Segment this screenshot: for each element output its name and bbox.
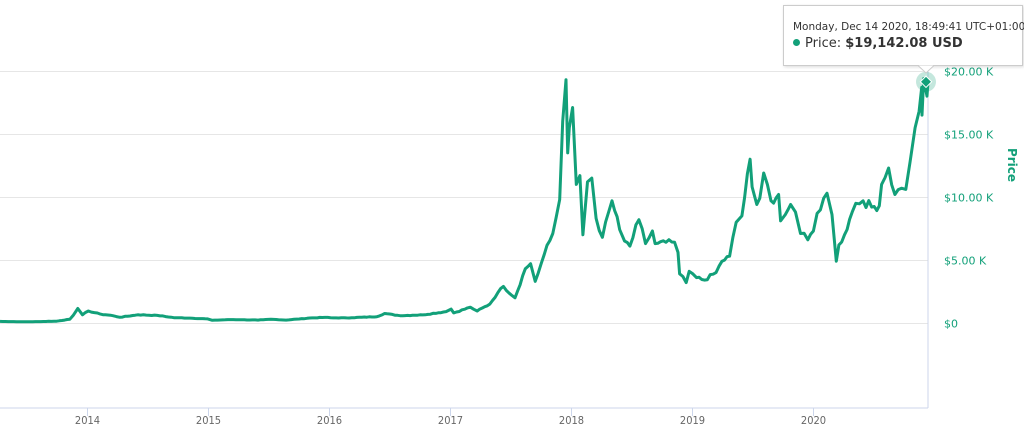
tooltip-series-label: Price:: [805, 36, 842, 51]
y-tick-label: $20.00 K: [944, 66, 994, 79]
x-tick-label: 2018: [559, 414, 584, 427]
tooltip-value: $19,142.08 USD: [845, 36, 963, 51]
y-axis-title: Price: [1005, 148, 1019, 182]
x-tick-label: 2019: [680, 414, 705, 427]
x-tick-label: 2020: [801, 414, 826, 427]
series-dot-icon: [793, 39, 800, 46]
grid-lines: [0, 71, 928, 324]
hover-marker[interactable]: [916, 71, 936, 92]
y-tick-label: $0: [944, 318, 958, 331]
x-tick-label: 2014: [75, 414, 100, 427]
x-tick-label: 2017: [438, 414, 463, 427]
y-axis-ticks: $0 $5.00 K $10.00 K $15.00 K $20.00 K: [944, 66, 994, 331]
x-tick-label: 2015: [196, 414, 221, 427]
price-line: [0, 77, 930, 324]
x-axis-ticks: 2014 2015 2016 2017 2018 2019 2020: [75, 408, 826, 427]
y-tick-label: $10.00 K: [944, 192, 994, 205]
y-tick-label: $15.00 K: [944, 129, 994, 142]
price-series: [0, 77, 930, 324]
y-tick-label: $5.00 K: [944, 255, 987, 268]
tooltip-date: Monday, Dec 14 2020, 18:49:41 UTC+01:00: [793, 21, 1024, 33]
tooltip-row: Price: $19,142.08 USD: [793, 36, 1022, 51]
tooltip: Monday, Dec 14 2020, 18:49:41 UTC+01:00 …: [783, 5, 1024, 66]
x-tick-label: 2016: [317, 414, 342, 427]
